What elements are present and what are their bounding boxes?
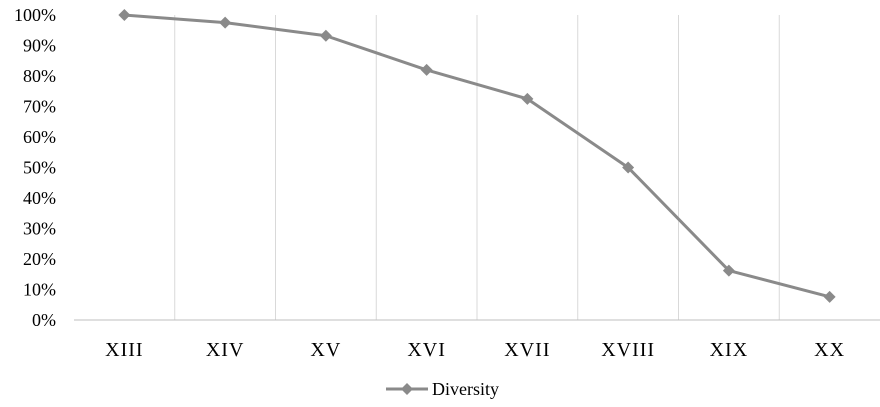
series-diversity [118,9,836,303]
legend-label-diversity: Diversity [432,379,499,399]
data-point-marker [420,63,433,76]
data-point-marker [219,16,232,29]
legend: Diversity [386,379,499,399]
y-tick-label: 70% [23,97,56,117]
y-tick-label: 100% [14,5,56,25]
x-tick-label: XX [814,339,845,361]
x-tick-label: XIV [206,339,245,361]
x-tick-label: XVI [407,339,446,361]
y-tick-label: 30% [23,219,56,239]
data-point-marker [521,92,534,105]
y-tick-label: 50% [23,158,56,178]
y-tick-label: 90% [23,36,56,56]
legend-diamond-marker [401,383,413,395]
x-tick-label: XIII [105,339,143,361]
y-tick-label: 80% [23,66,56,86]
y-axis-tick-labels: 0% 10% 20% 30% 40% 50% 60% 70% 80% 90% 100% [14,5,56,330]
data-point-marker [319,29,332,42]
data-point-marker [823,290,836,303]
y-tick-label: 20% [23,249,56,269]
data-point-marker [722,264,735,277]
y-tick-label: 0% [32,310,56,330]
y-tick-label: 60% [23,127,56,147]
series-line [124,13,831,299]
x-axis-tick-labels: XIII XIV XV XVI XVII XVIII XIX XX [105,339,845,361]
data-point-marker [622,161,635,174]
grid-lines [174,15,780,320]
y-tick-label: 10% [23,280,56,300]
y-tick-label: 40% [23,188,56,208]
x-tick-label: XV [310,339,341,361]
x-tick-label: XIX [710,339,749,361]
x-tick-label: XVII [504,339,550,361]
data-point-marker [118,9,131,21]
x-tick-label: XVIII [601,339,655,361]
